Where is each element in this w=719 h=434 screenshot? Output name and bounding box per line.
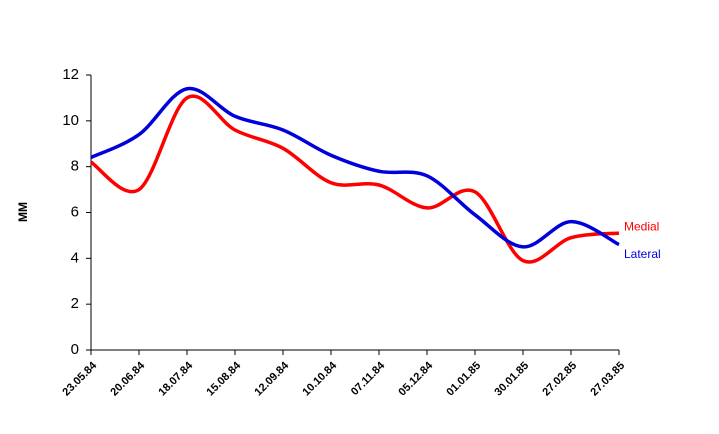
x-tick-label: 20.06.84 [108, 359, 147, 398]
y-tick-label: 12 [62, 66, 79, 83]
y-tick-label: 4 [71, 249, 79, 266]
x-tick-label: 12.09.84 [252, 359, 291, 398]
y-tick-label: 2 [71, 295, 79, 312]
x-tick-label: 18.07.84 [156, 359, 195, 398]
y-tick-label: 10 [62, 112, 79, 129]
x-tick-label: 15.08.84 [204, 359, 243, 398]
y-tick-label: 6 [71, 203, 79, 220]
x-tick-label: 07.11.84 [349, 359, 388, 398]
x-tick-label: 23.05.84 [60, 359, 99, 398]
y-tick-label: 0 [71, 341, 79, 358]
y-axis-label: MM [16, 202, 30, 222]
x-tick-label: 05.12.84 [396, 359, 435, 398]
y-tick-label: 8 [71, 158, 79, 175]
x-tick-label: 10.10.84 [300, 359, 339, 398]
x-tick-label: 27.02.85 [540, 360, 579, 399]
series-line [90, 86, 620, 249]
series-label: Lateral [624, 247, 661, 261]
series-label: Medial [624, 219, 659, 233]
x-tick-label: 27.03.85 [588, 360, 627, 399]
x-tick-label: 30.01.85 [492, 360, 531, 399]
series-line [89, 94, 620, 264]
x-tick-label: 01.01.85 [444, 360, 483, 399]
